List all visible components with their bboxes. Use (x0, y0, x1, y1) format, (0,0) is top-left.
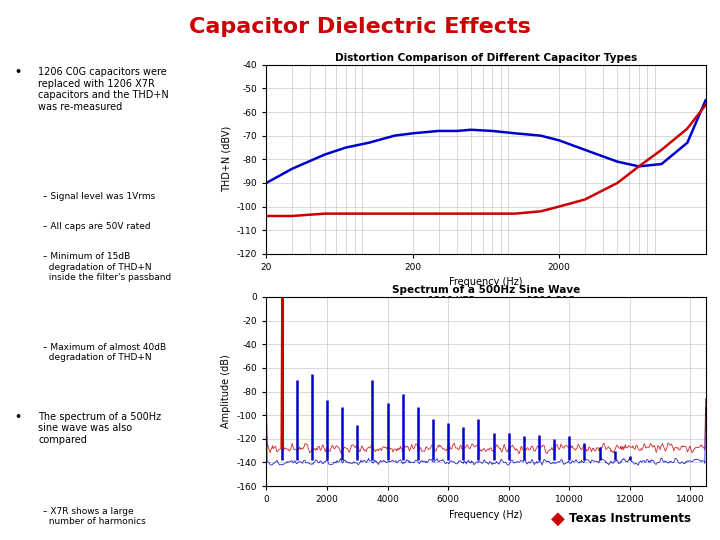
Text: – Signal level was 1Vrms: – Signal level was 1Vrms (43, 192, 155, 201)
Title: Spectrum of a 500Hz Sine Wave: Spectrum of a 500Hz Sine Wave (392, 285, 580, 295)
Text: Texas Instruments: Texas Instruments (570, 512, 691, 525)
Text: 1206 C0G capacitors were
replaced with 1206 X7R
capacitors and the THD+N
was re-: 1206 C0G capacitors were replaced with 1… (38, 68, 168, 112)
Y-axis label: Amplitude (dB): Amplitude (dB) (221, 355, 231, 428)
Text: – Maximum of almost 40dB
  degradation of THD+N: – Maximum of almost 40dB degradation of … (43, 343, 166, 362)
Text: Capacitor Dielectric Effects: Capacitor Dielectric Effects (189, 17, 531, 37)
Text: •: • (14, 68, 22, 77)
Legend: 1206 X7R, 1206 C0G: 1206 X7R, 1206 C0G (392, 292, 580, 309)
Text: •: • (14, 412, 22, 422)
Text: The spectrum of a 500Hz
sine wave was also
compared: The spectrum of a 500Hz sine wave was al… (38, 412, 161, 445)
Y-axis label: THD+N (dBV): THD+N (dBV) (221, 126, 231, 192)
X-axis label: Frequency (Hz): Frequency (Hz) (449, 278, 523, 287)
Title: Distortion Comparison of Different Capacitor Types: Distortion Comparison of Different Capac… (335, 52, 637, 63)
X-axis label: Frequency (Hz): Frequency (Hz) (449, 510, 523, 519)
Text: – Minimum of 15dB
  degradation of THD+N
  inside the filter's passband: – Minimum of 15dB degradation of THD+N i… (43, 252, 171, 282)
Text: – X7R shows a large
  number of harmonics: – X7R shows a large number of harmonics (43, 507, 145, 526)
Text: ◆: ◆ (551, 509, 565, 528)
Text: – All caps are 50V rated: – All caps are 50V rated (43, 222, 150, 231)
